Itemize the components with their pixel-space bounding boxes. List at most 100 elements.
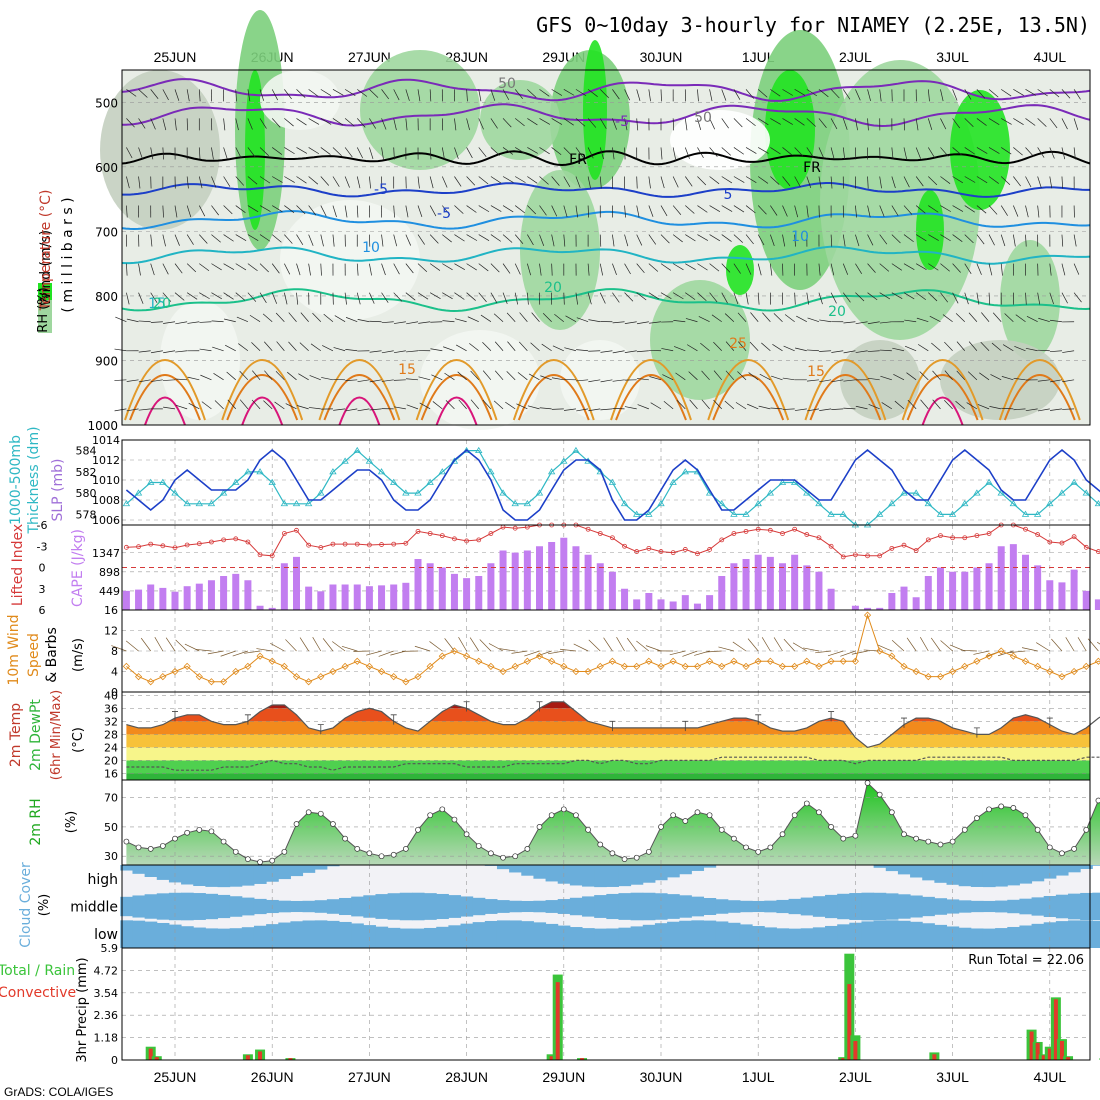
wind-barb xyxy=(563,292,565,305)
wind-axis-label: (m/s) xyxy=(71,638,86,672)
wind-barb xyxy=(490,263,500,273)
wind-speed-point xyxy=(596,662,604,670)
wind-barb xyxy=(701,399,710,410)
wind-barb xyxy=(393,379,406,381)
wind-barb xyxy=(624,406,637,410)
wind-barb xyxy=(697,147,704,158)
wind-barb xyxy=(296,292,299,305)
cloud-high-bar xyxy=(326,865,340,867)
wind-speed-point xyxy=(766,657,774,665)
wind-barb xyxy=(893,373,905,381)
cape-bar xyxy=(596,563,604,610)
wind-barb xyxy=(332,118,344,126)
wind-barb xyxy=(803,647,820,652)
wind-barb xyxy=(624,350,637,353)
wind-barb xyxy=(698,316,710,323)
wind-barb xyxy=(1025,234,1027,247)
wind-barb xyxy=(721,147,732,156)
wind-barb xyxy=(721,89,727,101)
wind-speed-point xyxy=(1034,662,1042,670)
wind-barb xyxy=(988,234,995,246)
rh-point xyxy=(281,848,288,855)
wind-barb xyxy=(877,644,892,652)
li-point xyxy=(767,527,773,533)
wind-barb xyxy=(587,118,597,128)
wind-barb xyxy=(976,205,987,214)
precip-unit-label: 3hr Precip (mm) xyxy=(75,957,90,1062)
rh-point xyxy=(317,810,324,817)
thickness-point xyxy=(402,489,410,496)
wind-barb xyxy=(1000,234,1006,247)
wind-barb xyxy=(418,376,431,381)
contour-label: 20 xyxy=(544,280,562,296)
wind-barb xyxy=(745,176,757,183)
wind-barb xyxy=(891,263,903,271)
wind-barb xyxy=(199,234,208,244)
wind-barb xyxy=(636,350,649,353)
wind-barb xyxy=(757,234,765,246)
wind-barb xyxy=(855,350,868,353)
wind-barb xyxy=(842,292,851,303)
wind-barb xyxy=(162,147,165,160)
wind-speed-point xyxy=(548,657,556,665)
cape-bar xyxy=(256,605,264,610)
wind-barb xyxy=(274,401,285,410)
minmax-whisker xyxy=(536,701,543,712)
wind-barb xyxy=(490,147,500,156)
wind-barb xyxy=(247,176,258,185)
wind-barb xyxy=(636,89,641,101)
wind-barb xyxy=(150,234,153,247)
dewpoint-axis-label: 2m DewPt xyxy=(28,699,44,771)
thickness-point xyxy=(487,468,495,475)
wind-barb xyxy=(429,205,437,217)
wind-barb xyxy=(198,205,206,217)
wind-barb xyxy=(649,321,662,324)
cloud-high-bar xyxy=(1092,865,1100,866)
cloud-middle-bar xyxy=(448,895,462,918)
wind-barb xyxy=(783,638,795,652)
wind-barb xyxy=(867,377,880,381)
wind-barb xyxy=(530,342,540,352)
thickness-point xyxy=(183,499,191,507)
cape-bar xyxy=(1082,590,1090,610)
wind-speed-point xyxy=(1070,667,1078,676)
wind-barb xyxy=(490,89,496,101)
wind-barb xyxy=(830,263,835,276)
wind-barb xyxy=(1037,379,1050,382)
wind-barb xyxy=(1049,176,1053,189)
li-point xyxy=(221,537,227,543)
wind-barb xyxy=(867,205,871,218)
cape-bar xyxy=(912,597,920,610)
cloud-middle-bar xyxy=(229,896,243,917)
li-point xyxy=(184,542,190,548)
wind-barb xyxy=(247,263,258,272)
wind-barb xyxy=(406,404,419,410)
wind-barb xyxy=(830,292,837,304)
wind-speed-point xyxy=(511,662,519,670)
thickness-point xyxy=(547,468,556,475)
li-point xyxy=(901,542,907,548)
wind-barb xyxy=(517,372,528,381)
wind-barb xyxy=(928,205,939,213)
wind-barb xyxy=(745,147,757,154)
wind-barb xyxy=(502,234,513,243)
wind-barb xyxy=(356,263,359,276)
wind-barb xyxy=(478,205,490,213)
wind-barb xyxy=(308,89,319,97)
wind-barb xyxy=(807,317,820,323)
wind-barb xyxy=(527,292,529,305)
cloud-middle-bar xyxy=(521,900,534,913)
wind-barb xyxy=(952,89,958,101)
wind-barb xyxy=(796,315,807,323)
cloud-high-bar xyxy=(970,865,984,887)
rh-axis-label: RH (%) xyxy=(36,287,51,332)
thickness-point xyxy=(304,499,313,507)
wind-barb xyxy=(964,89,972,100)
precip-convective-bar xyxy=(1059,1041,1064,1060)
wind-barb xyxy=(174,263,183,274)
wind-barb xyxy=(673,320,686,323)
rh-point xyxy=(232,848,239,855)
wind-barb xyxy=(494,341,504,352)
cloud-high-bar xyxy=(1055,865,1069,876)
wind-barb xyxy=(1013,234,1016,247)
